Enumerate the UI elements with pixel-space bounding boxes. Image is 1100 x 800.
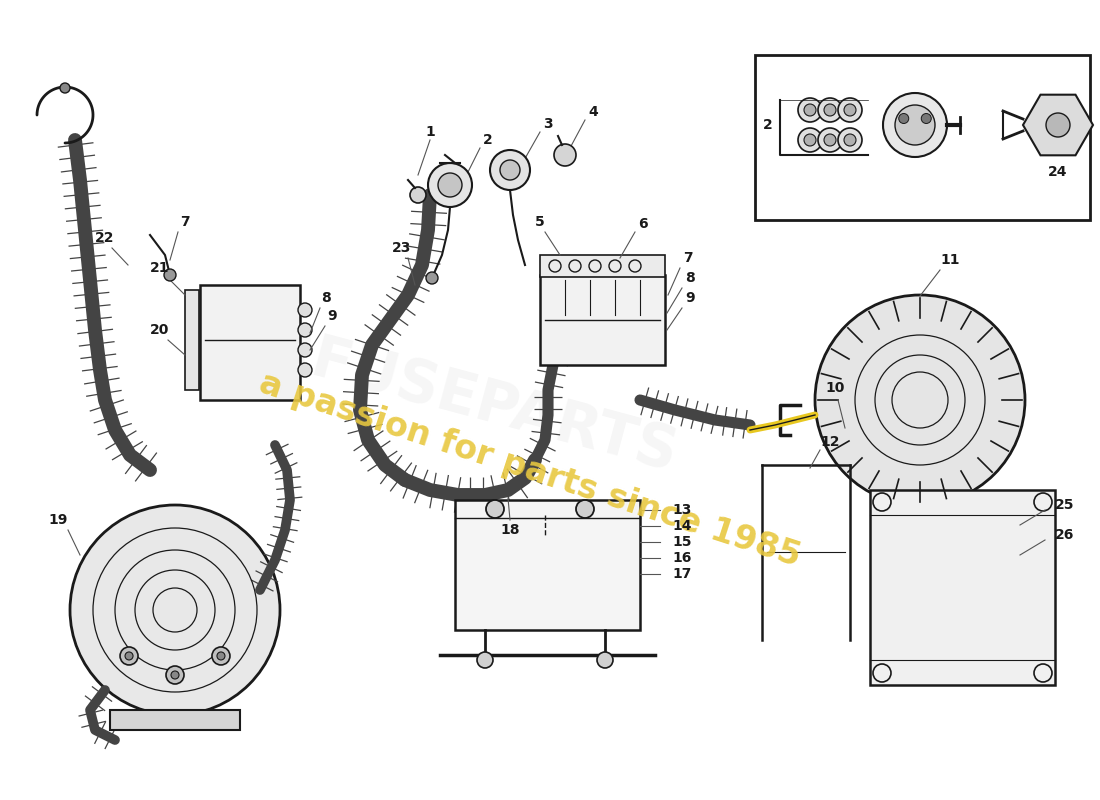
Circle shape (298, 303, 312, 317)
Circle shape (844, 134, 856, 146)
Circle shape (500, 160, 520, 180)
Text: 21: 21 (151, 261, 169, 275)
Text: 3: 3 (543, 117, 553, 131)
Text: 9: 9 (685, 291, 695, 305)
Circle shape (120, 647, 138, 665)
Text: 2: 2 (763, 118, 773, 132)
Bar (110, 710, 240, 730)
Text: 24: 24 (1048, 165, 1068, 179)
Text: 9: 9 (327, 309, 337, 323)
Circle shape (895, 105, 935, 145)
Circle shape (164, 269, 176, 281)
Circle shape (804, 134, 816, 146)
Text: 5: 5 (535, 215, 544, 229)
Circle shape (818, 98, 842, 122)
Circle shape (824, 104, 836, 116)
Circle shape (70, 505, 280, 715)
Bar (185, 290, 199, 390)
Bar (540, 275, 666, 365)
Circle shape (217, 652, 226, 660)
Bar (540, 255, 666, 277)
Text: 11: 11 (940, 253, 959, 267)
Text: 23: 23 (393, 241, 411, 255)
Text: 7: 7 (683, 251, 693, 265)
Circle shape (838, 128, 862, 152)
Circle shape (798, 98, 822, 122)
Text: 13: 13 (672, 503, 692, 517)
Text: 4: 4 (588, 105, 598, 119)
Bar (870, 490, 1055, 685)
Bar (755, 55, 1090, 220)
Circle shape (486, 500, 504, 518)
Text: FORFUSEPARTS: FORFUSEPARTS (176, 296, 684, 484)
Circle shape (298, 343, 312, 357)
Circle shape (554, 144, 576, 166)
Circle shape (298, 323, 312, 337)
Circle shape (1046, 113, 1070, 137)
Text: 12: 12 (821, 435, 839, 449)
Text: 25: 25 (1055, 498, 1075, 512)
Circle shape (818, 128, 842, 152)
Text: a passion for parts since 1985: a passion for parts since 1985 (255, 366, 805, 574)
Circle shape (298, 363, 312, 377)
Circle shape (798, 128, 822, 152)
Text: 22: 22 (96, 231, 114, 245)
Circle shape (597, 652, 613, 668)
Bar (200, 285, 300, 400)
Circle shape (410, 187, 426, 203)
Text: 8: 8 (685, 271, 695, 285)
Text: 16: 16 (672, 551, 692, 565)
Circle shape (477, 652, 493, 668)
Text: 10: 10 (825, 381, 845, 395)
Text: 19: 19 (48, 513, 68, 527)
Text: 26: 26 (1055, 528, 1075, 542)
Circle shape (438, 173, 462, 197)
Circle shape (576, 500, 594, 518)
Circle shape (490, 150, 530, 190)
Circle shape (428, 163, 472, 207)
Circle shape (804, 104, 816, 116)
Circle shape (426, 272, 438, 284)
Text: 7: 7 (180, 215, 190, 229)
Circle shape (125, 652, 133, 660)
Circle shape (815, 295, 1025, 505)
Text: 18: 18 (500, 523, 519, 537)
Circle shape (844, 104, 856, 116)
Text: 2: 2 (483, 133, 493, 147)
Circle shape (899, 114, 909, 123)
Text: 1: 1 (425, 125, 435, 139)
Circle shape (212, 647, 230, 665)
Text: 6: 6 (638, 217, 648, 231)
Text: 15: 15 (672, 535, 692, 549)
Text: 17: 17 (672, 567, 692, 581)
Circle shape (60, 83, 70, 93)
Text: 8: 8 (321, 291, 331, 305)
Text: 14: 14 (672, 519, 692, 533)
Circle shape (170, 671, 179, 679)
Text: 20: 20 (151, 323, 169, 337)
Circle shape (824, 134, 836, 146)
Circle shape (922, 114, 932, 123)
Circle shape (166, 666, 184, 684)
Polygon shape (1023, 94, 1093, 155)
Bar (455, 500, 640, 630)
Circle shape (838, 98, 862, 122)
Circle shape (883, 93, 947, 157)
